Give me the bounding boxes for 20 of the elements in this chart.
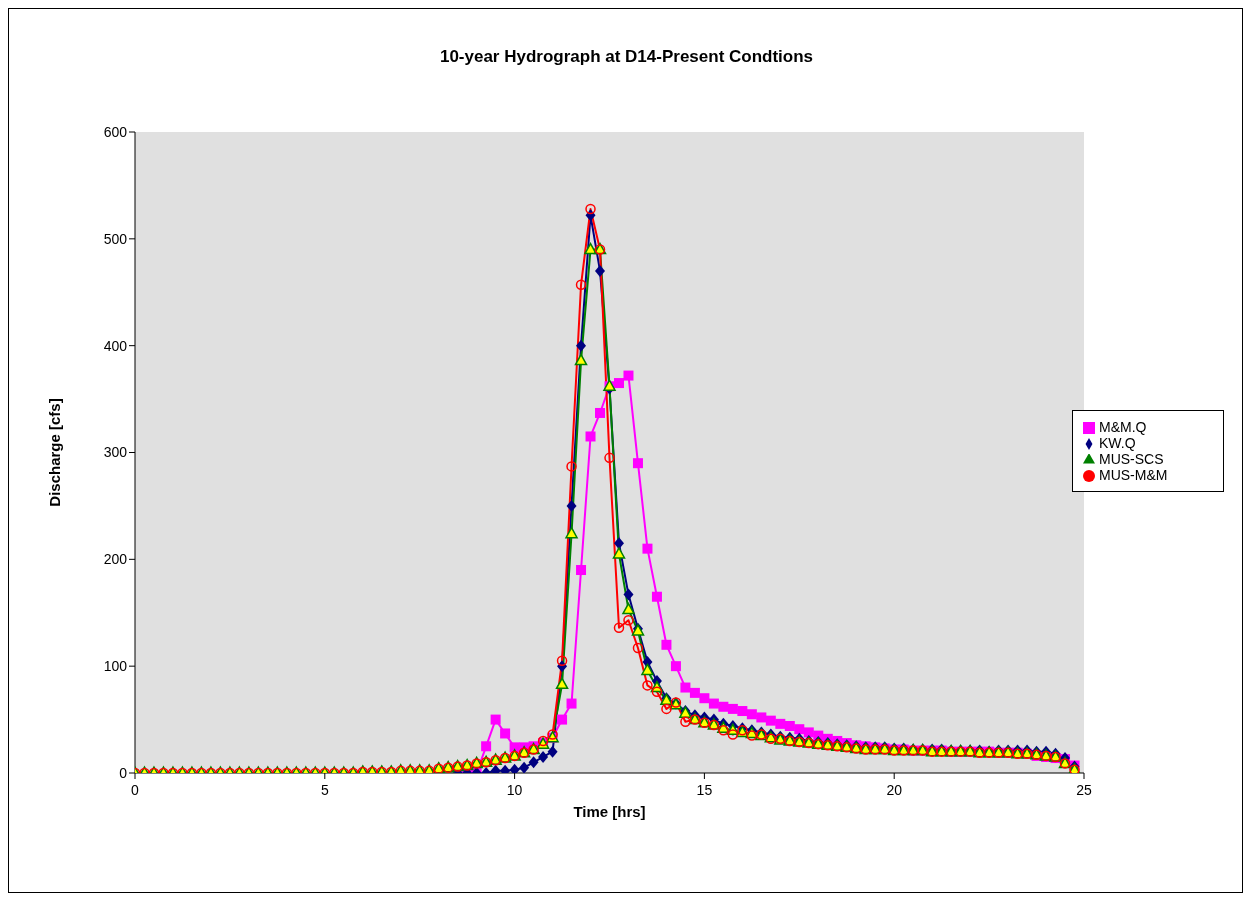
x-axis-title: Time [hrs] (573, 803, 646, 820)
y-tick-label: 500 (103, 230, 128, 247)
y-axis-title: Discharge [cfs] (46, 398, 64, 507)
y-tick-label: 0 (119, 764, 128, 781)
chart-title: 10-year Hydrograph at D14-Present Condtions (438, 47, 815, 67)
y-tick-label: 300 (103, 444, 128, 461)
x-tick-label: 5 (320, 781, 329, 798)
legend-label: KW.Q (1099, 434, 1136, 451)
x-tick-label: 0 (131, 781, 140, 798)
legend-label: M&M.Q (1099, 418, 1147, 435)
y-tick-label: 400 (103, 337, 128, 354)
x-tick-label: 20 (886, 781, 903, 798)
x-tick-label: 25 (1076, 781, 1092, 798)
x-tick-label: 15 (696, 781, 713, 798)
y-tick-label: 100 (103, 658, 128, 675)
y-tick-label: 200 (103, 551, 128, 568)
y-tick-label: 600 (103, 123, 128, 140)
legend-label: MUS-SCS (1099, 450, 1164, 467)
legend-label: MUS-M&M (1099, 466, 1168, 483)
x-tick-label: 10 (506, 781, 523, 798)
